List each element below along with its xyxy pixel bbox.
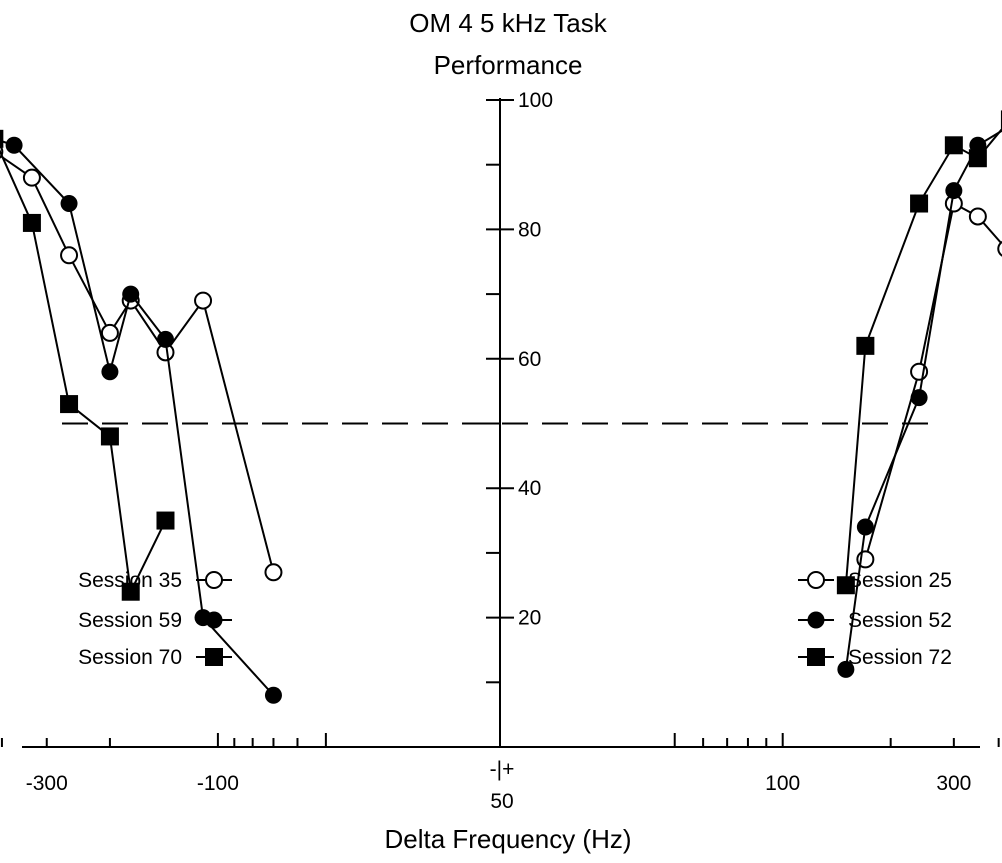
legend-entry: Session 59: [78, 609, 232, 632]
data-point: [60, 395, 79, 414]
y-tick-label: 80: [518, 218, 541, 241]
chart-subtitle: Performance: [434, 50, 583, 80]
legend-lower-right: Session 25 Session 52 Session 72: [798, 569, 952, 669]
data-point: [122, 285, 140, 303]
data-point: [264, 686, 282, 704]
data-point: [910, 194, 929, 213]
legend-entry: Session 35: [78, 569, 232, 592]
legend-entry: Session 72: [798, 646, 952, 669]
data-point: [100, 427, 119, 446]
series-session-25: [856, 194, 1002, 569]
chart-title: OM 4 5 kHz Task: [409, 8, 607, 38]
legend-marker: [205, 648, 223, 666]
x-tick-label: 100: [765, 772, 800, 795]
data-point: [121, 582, 140, 601]
x-tick-label: -100: [197, 772, 239, 795]
legend-label: Session 25: [848, 569, 952, 592]
data-point: [945, 182, 963, 200]
data-point: [156, 330, 174, 348]
x-tick-label: -300: [26, 772, 68, 795]
data-point: [944, 136, 963, 155]
data-point: [1000, 110, 1002, 129]
legend-marker: [807, 571, 825, 589]
data-point: [968, 149, 987, 168]
series-session-59: [0, 132, 282, 704]
x-tick-label: 50: [490, 790, 513, 813]
series-line: [0, 139, 275, 696]
y-tick-label: 20: [518, 607, 541, 630]
series-line: [0, 154, 275, 573]
series-line: [0, 149, 167, 596]
data-point: [22, 213, 41, 232]
x-tick-label: -|+: [490, 758, 515, 781]
data-point: [156, 511, 175, 530]
legend-marker: [807, 611, 825, 629]
legend-marker: [205, 611, 223, 629]
legend-label: Session 35: [78, 569, 182, 592]
data-point: [910, 389, 928, 407]
legend-entry: Session 25: [798, 569, 952, 592]
data-point: [856, 518, 874, 536]
data-point: [60, 195, 78, 213]
data-point: [0, 129, 4, 148]
y-tick-label: 100: [518, 89, 553, 112]
legend-lower-left: Session 35 Session 59 Session 70: [78, 569, 232, 669]
series-session-72: [836, 110, 1002, 595]
data-point: [194, 291, 213, 310]
series-line: [864, 202, 1002, 560]
legend-entry: Session 52: [798, 609, 952, 632]
data-point: [837, 660, 855, 678]
data-point: [100, 323, 119, 342]
y-tick-label: 60: [518, 348, 541, 371]
data-point: [264, 563, 283, 582]
data-point: [836, 576, 855, 595]
data-point: [856, 336, 875, 355]
legend-marker: [205, 571, 223, 589]
legend-label: Session 70: [78, 646, 182, 669]
data-point: [5, 136, 23, 154]
data-point: [997, 240, 1002, 257]
series-session-70: [0, 129, 175, 601]
x-axis-label: Delta Frequency (Hz): [384, 824, 631, 854]
legend-marker: [807, 648, 825, 666]
legend-label: Session 52: [848, 609, 952, 632]
legend-label: Session 59: [78, 609, 182, 632]
series-session-35: [0, 144, 283, 582]
x-tick-label: 300: [936, 772, 971, 795]
data-point: [22, 168, 41, 187]
legend-label: Session 72: [848, 646, 952, 669]
data-point: [968, 207, 987, 226]
y-tick-label: 40: [518, 477, 541, 500]
data-point: [101, 363, 119, 381]
legend-entry: Session 70: [78, 646, 232, 669]
series-line: [844, 129, 1002, 670]
data-point: [60, 246, 79, 265]
